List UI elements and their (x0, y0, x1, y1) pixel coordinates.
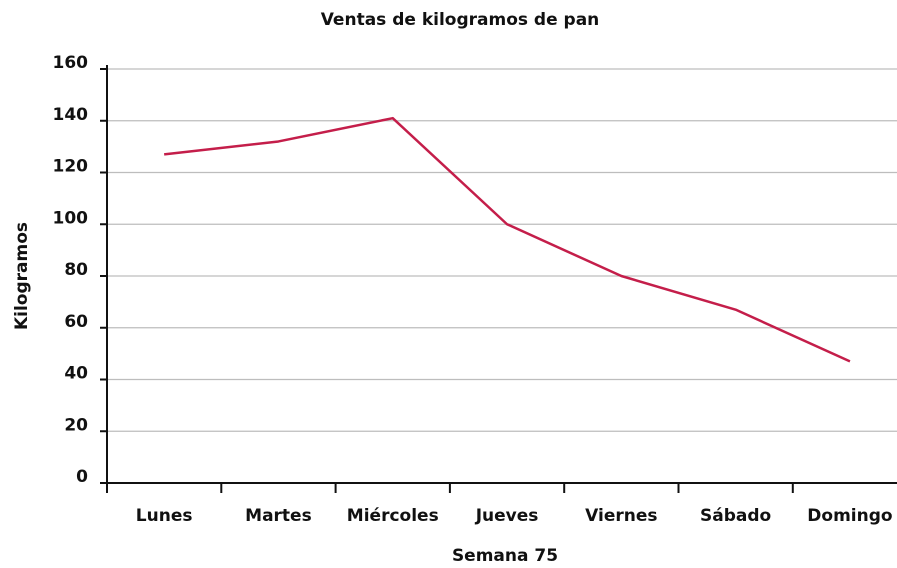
x-tick-label: Lunes (136, 506, 193, 526)
line (164, 116, 851, 363)
x-tick-label: Miércoles (347, 506, 439, 526)
y-tick-label: 160 (53, 53, 89, 73)
y-tick-label: 40 (64, 364, 88, 384)
y-tick-label: 120 (53, 157, 89, 177)
y-tick-label: 20 (64, 415, 88, 435)
x-tick-label: Jueves (475, 506, 539, 526)
y-tick-label: 80 (64, 260, 88, 280)
x-axis-label: Semana 75 (452, 546, 558, 566)
chart-title: Ventas de kilogramos de pan (321, 10, 600, 30)
x-tick-label: Martes (245, 506, 312, 526)
y-tick-label: 60 (64, 312, 88, 332)
y-axis-label: Kilogramos (12, 222, 32, 330)
x-tick-label: Sábado (700, 506, 771, 526)
y-tick-label: 0 (76, 467, 88, 487)
y-tick-label: 100 (53, 208, 89, 228)
x-tick-label: Viernes (585, 506, 657, 526)
x-tick-label: Domingo (807, 506, 892, 526)
y-tick-label: 140 (53, 105, 89, 125)
